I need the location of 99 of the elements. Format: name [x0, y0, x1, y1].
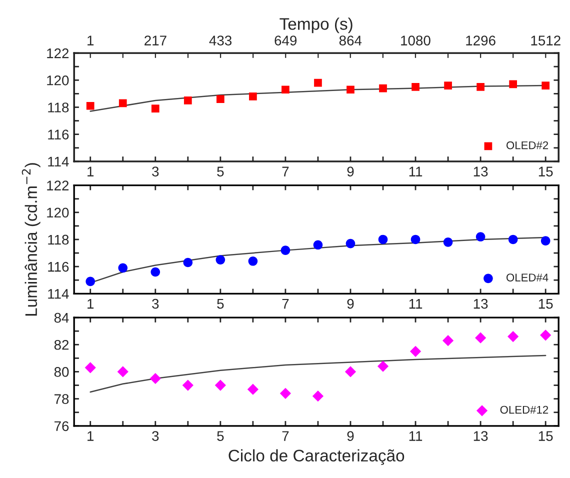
- y-tick-label: 116: [48, 262, 69, 272]
- point: [475, 332, 486, 344]
- point: [249, 92, 257, 100]
- y-tick-label: 78: [54, 394, 69, 404]
- point: [118, 263, 128, 273]
- point: [216, 95, 224, 104]
- y-tick-label: 120: [47, 75, 69, 86]
- point: [216, 255, 226, 264]
- x-tick-label: 15: [538, 431, 553, 441]
- point: [184, 96, 192, 104]
- point: [314, 78, 322, 87]
- point: [282, 86, 290, 94]
- point: [248, 256, 258, 266]
- y-tick-label: 80: [54, 367, 69, 377]
- point: [280, 388, 292, 399]
- x-tick-label: 5: [217, 299, 224, 309]
- legend-label: OLED#12: [500, 406, 548, 414]
- x2-tick-label: 1296: [466, 36, 496, 46]
- point: [540, 236, 550, 246]
- x-tick-label: 1: [88, 166, 94, 176]
- x2-tick-label: 649: [274, 36, 297, 46]
- x-tick-label: 5: [217, 431, 224, 441]
- legend-label: OLED#4: [506, 274, 548, 282]
- point: [214, 380, 226, 391]
- x2-tick-label: 864: [339, 36, 362, 46]
- point: [476, 82, 484, 91]
- x-tick-label: 3: [152, 166, 159, 176]
- point: [346, 238, 356, 248]
- y-tick-label: 122: [47, 48, 69, 58]
- point: [410, 346, 422, 357]
- y-tick-label: 76: [54, 421, 69, 432]
- x-tick-label: 5: [217, 166, 224, 176]
- y-tick-label: 114: [48, 289, 69, 299]
- point: [379, 84, 387, 92]
- point: [312, 390, 324, 402]
- x-tick-label: 3: [152, 298, 159, 309]
- x-tick-label: 13: [474, 166, 488, 176]
- x-tick-label: 7: [282, 299, 289, 309]
- y-tick-label: 114: [48, 156, 69, 166]
- point: [476, 232, 486, 242]
- y-tick-label: 120: [47, 208, 69, 218]
- y-tick-label: 116: [48, 130, 69, 140]
- point: [442, 335, 454, 346]
- point: [84, 362, 96, 374]
- line-series: [90, 354, 546, 393]
- x2-tick-label: 1: [88, 36, 94, 46]
- x-tick-label: 9: [347, 431, 354, 441]
- x-tick-label: 9: [347, 298, 354, 309]
- x-tick-label: 13: [474, 298, 488, 309]
- x-tick-label: 11: [409, 299, 422, 309]
- x-tick-label: 15: [538, 299, 553, 309]
- point: [346, 86, 354, 94]
- x-tick-label: 1: [88, 431, 94, 441]
- point: [247, 384, 258, 395]
- point: [313, 240, 323, 250]
- point: [443, 238, 453, 247]
- point: [183, 258, 193, 268]
- point: [508, 330, 519, 342]
- point: [150, 372, 161, 384]
- point: [344, 366, 356, 378]
- point: [412, 82, 420, 91]
- point: [508, 234, 518, 244]
- x-tick-label: 11: [409, 431, 422, 441]
- x-tick-label: 9: [347, 166, 354, 176]
- x-tick-label: 15: [538, 166, 553, 176]
- point: [280, 246, 290, 255]
- point: [150, 267, 160, 277]
- x2-tick-label: 1512: [531, 36, 560, 46]
- x2-axis-title: Tempo (s): [280, 18, 352, 34]
- y-axis-title: Luminância (cd.m$^{−2}$): [22, 163, 40, 316]
- x-axis-title: Ciclo de Caracterização: [228, 449, 404, 465]
- y-tick-label: 118: [48, 234, 69, 245]
- y-tick-label: 82: [54, 340, 69, 350]
- x-tick-label: 13: [474, 431, 488, 441]
- legend-label: OLED#2: [506, 141, 548, 150]
- x-tick-label: 11: [409, 166, 422, 176]
- point: [86, 102, 94, 110]
- y-tick-label: 84: [54, 312, 69, 323]
- point: [542, 82, 550, 90]
- point: [377, 360, 389, 372]
- point: [86, 276, 96, 286]
- x2-tick-label: 433: [209, 36, 232, 46]
- x-tick-label: 7: [282, 431, 289, 441]
- point: [444, 82, 452, 90]
- x-tick-label: 7: [282, 166, 289, 176]
- point: [410, 234, 420, 244]
- y-tick-label: 118: [48, 102, 69, 112]
- point: [540, 330, 552, 341]
- point: [117, 366, 128, 378]
- point: [151, 104, 160, 113]
- point: [378, 234, 388, 244]
- point: [509, 80, 518, 88]
- x-tick-label: 3: [152, 431, 159, 441]
- x2-tick-label: 217: [144, 36, 166, 46]
- y-tick-label: 122: [47, 180, 69, 190]
- x-tick-label: 1: [88, 299, 94, 309]
- point: [182, 380, 194, 391]
- point: [118, 99, 127, 108]
- x2-tick-label: 1080: [401, 36, 430, 46]
